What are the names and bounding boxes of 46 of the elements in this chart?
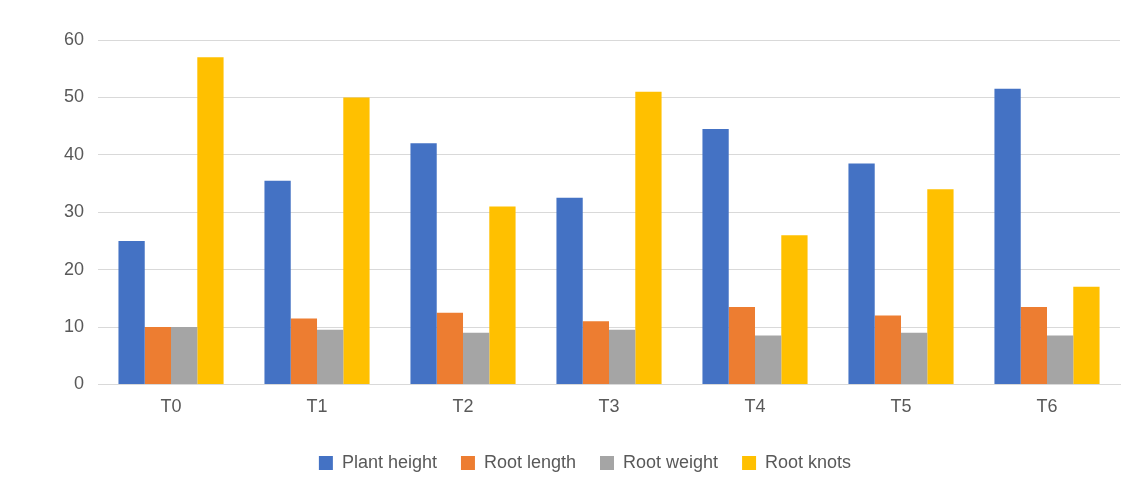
y-tick-label: 0 xyxy=(74,373,85,394)
bar xyxy=(144,327,172,384)
bar xyxy=(463,332,490,384)
bar xyxy=(1073,286,1100,384)
y-tick-label: 50 xyxy=(63,86,85,107)
x-tick-label: T3 xyxy=(598,396,620,417)
bar xyxy=(556,197,583,384)
y-tick-label: 60 xyxy=(63,28,85,49)
y-tick-label: 10 xyxy=(63,315,85,336)
bar xyxy=(901,332,928,384)
bar xyxy=(436,312,464,384)
bar xyxy=(317,329,344,384)
bar xyxy=(635,91,662,384)
bar xyxy=(874,315,902,384)
bar xyxy=(1020,306,1047,384)
y-tick-label: 30 xyxy=(63,201,85,222)
bar xyxy=(1047,335,1074,384)
bar xyxy=(118,240,145,384)
legend-label: Plant height xyxy=(341,451,437,472)
x-tick-label: T2 xyxy=(452,396,474,417)
x-tick-label: T0 xyxy=(160,396,182,417)
bar xyxy=(755,335,782,384)
bar xyxy=(343,97,370,384)
y-tick-label: 40 xyxy=(63,143,85,164)
bar xyxy=(489,206,516,384)
bar xyxy=(609,329,636,384)
bar xyxy=(781,235,808,384)
x-tick-label: T4 xyxy=(744,396,766,417)
legend-label: Root knots xyxy=(765,451,852,472)
legend-label: Root weight xyxy=(623,451,719,472)
bar xyxy=(410,143,437,384)
bar xyxy=(264,180,291,384)
bar xyxy=(197,57,224,384)
bar xyxy=(702,128,729,384)
bar xyxy=(582,321,610,384)
bar xyxy=(171,327,198,384)
bar xyxy=(290,318,318,384)
y-tick-label: 20 xyxy=(63,258,85,279)
x-tick-label: T5 xyxy=(890,396,912,417)
bar xyxy=(927,189,954,384)
x-tick-label: T6 xyxy=(1036,396,1058,417)
bar xyxy=(728,306,756,384)
bar xyxy=(848,163,875,384)
bar xyxy=(994,88,1021,384)
x-tick-label: T1 xyxy=(306,396,328,417)
legend-label: Root length xyxy=(483,451,577,472)
